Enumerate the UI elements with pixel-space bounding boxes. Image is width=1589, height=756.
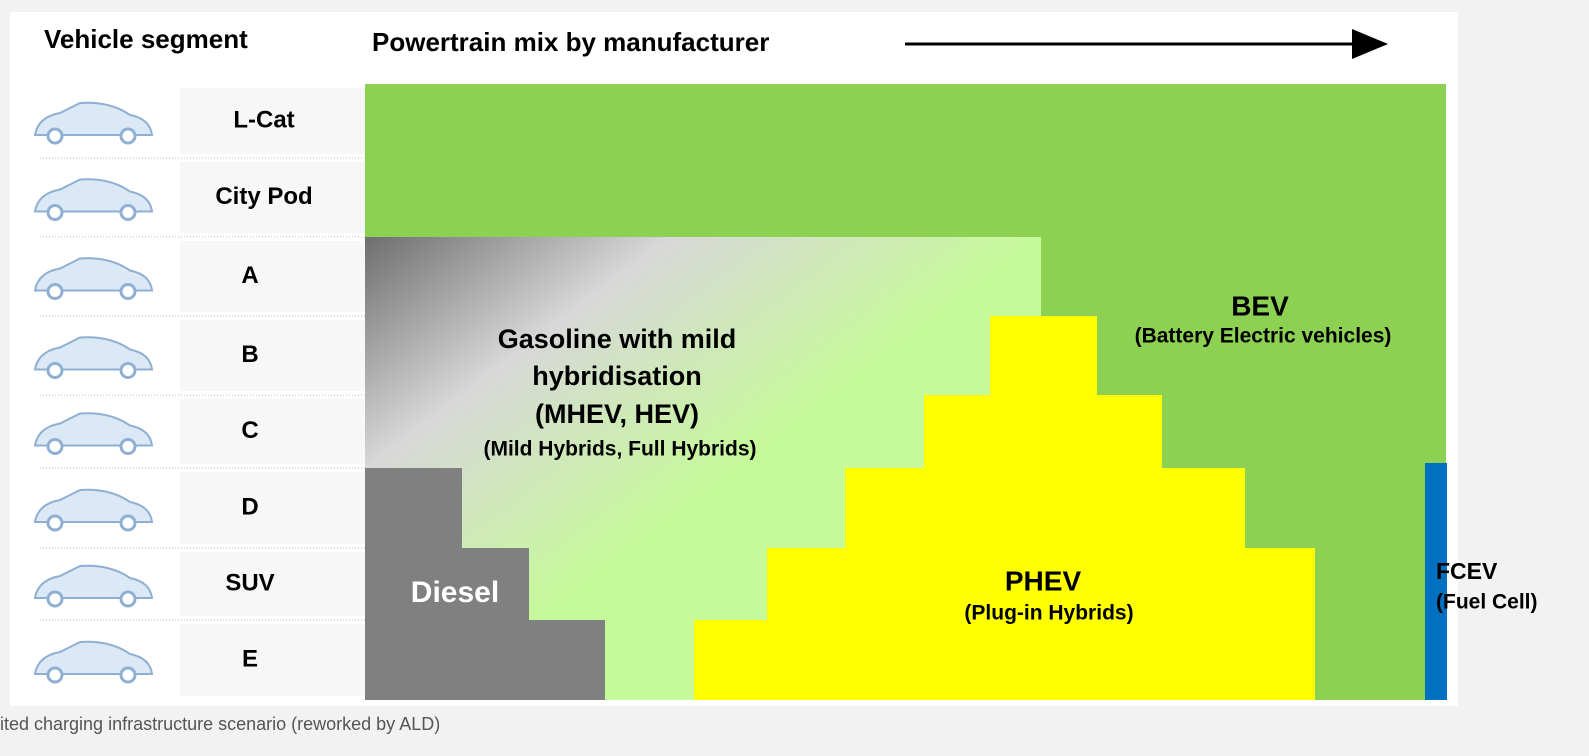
right-title: Powertrain mix by manufacturer bbox=[372, 27, 769, 57]
fcev-subtitle: (Fuel Cell) bbox=[1436, 591, 1538, 614]
left-title: Vehicle segment bbox=[44, 24, 248, 54]
segment-row bbox=[180, 162, 365, 233]
car-wheel bbox=[46, 590, 64, 608]
gasoline-subtitle: (Mild Hybrids, Full Hybrids) bbox=[483, 438, 756, 461]
segment-label: City Pod bbox=[215, 183, 312, 210]
diesel-label: Diesel bbox=[411, 576, 499, 609]
car-wheel bbox=[119, 362, 137, 379]
car-wheel bbox=[46, 666, 64, 684]
diesel-region bbox=[365, 468, 605, 700]
car-wheel bbox=[46, 127, 64, 145]
phev-label: PHEV bbox=[1005, 565, 1082, 596]
car-wheel bbox=[119, 127, 137, 145]
segment-label: D bbox=[241, 493, 258, 520]
segment-row bbox=[180, 88, 365, 154]
car-wheel bbox=[119, 666, 137, 684]
segment-label: E bbox=[242, 645, 258, 672]
bev-label: BEV bbox=[1231, 290, 1289, 321]
car-wheel bbox=[119, 438, 137, 455]
car-wheel bbox=[46, 283, 64, 300]
segment-label: B bbox=[241, 341, 258, 368]
segment-row bbox=[180, 624, 365, 696]
car-icon bbox=[33, 564, 154, 599]
segment-row bbox=[180, 472, 365, 544]
segment-label: A bbox=[241, 262, 258, 289]
fcev-label: FCEV bbox=[1436, 558, 1498, 584]
car-icon bbox=[33, 488, 154, 523]
car-icon bbox=[33, 257, 154, 292]
segment-column: L-Cat City Pod A B C D SUV E bbox=[33, 88, 365, 696]
phev-region bbox=[694, 316, 1315, 700]
car-wheel bbox=[119, 283, 137, 300]
car-icon bbox=[33, 336, 154, 371]
segment-label: C bbox=[241, 417, 258, 444]
fcev-region bbox=[1425, 463, 1447, 700]
car-wheel bbox=[46, 438, 64, 455]
segment-row bbox=[180, 241, 365, 312]
car-wheel bbox=[119, 204, 137, 221]
car-icon bbox=[33, 101, 154, 136]
car-wheel bbox=[46, 514, 64, 532]
car-wheel bbox=[46, 362, 64, 379]
gasoline-label: Gasoline with mild bbox=[498, 324, 737, 354]
segment-label: SUV bbox=[225, 569, 274, 596]
gasoline-label: (MHEV, HEV) bbox=[535, 399, 699, 429]
car-icon bbox=[33, 412, 154, 447]
car-wheel bbox=[119, 514, 137, 532]
segment-row bbox=[180, 399, 365, 464]
segment-label: L-Cat bbox=[233, 106, 294, 133]
car-icon bbox=[33, 640, 154, 675]
segment-row bbox=[180, 320, 365, 391]
phev-subtitle: (Plug-in Hybrids) bbox=[964, 602, 1133, 625]
bev-subtitle: (Battery Electric vehicles) bbox=[1135, 325, 1392, 348]
gasoline-label: hybridisation bbox=[532, 361, 702, 391]
car-wheel bbox=[119, 590, 137, 608]
car-wheel bbox=[46, 204, 64, 221]
caption: ited charging infrastructure scenario (r… bbox=[0, 714, 440, 734]
segment-row bbox=[180, 552, 365, 616]
car-icon bbox=[33, 178, 154, 213]
